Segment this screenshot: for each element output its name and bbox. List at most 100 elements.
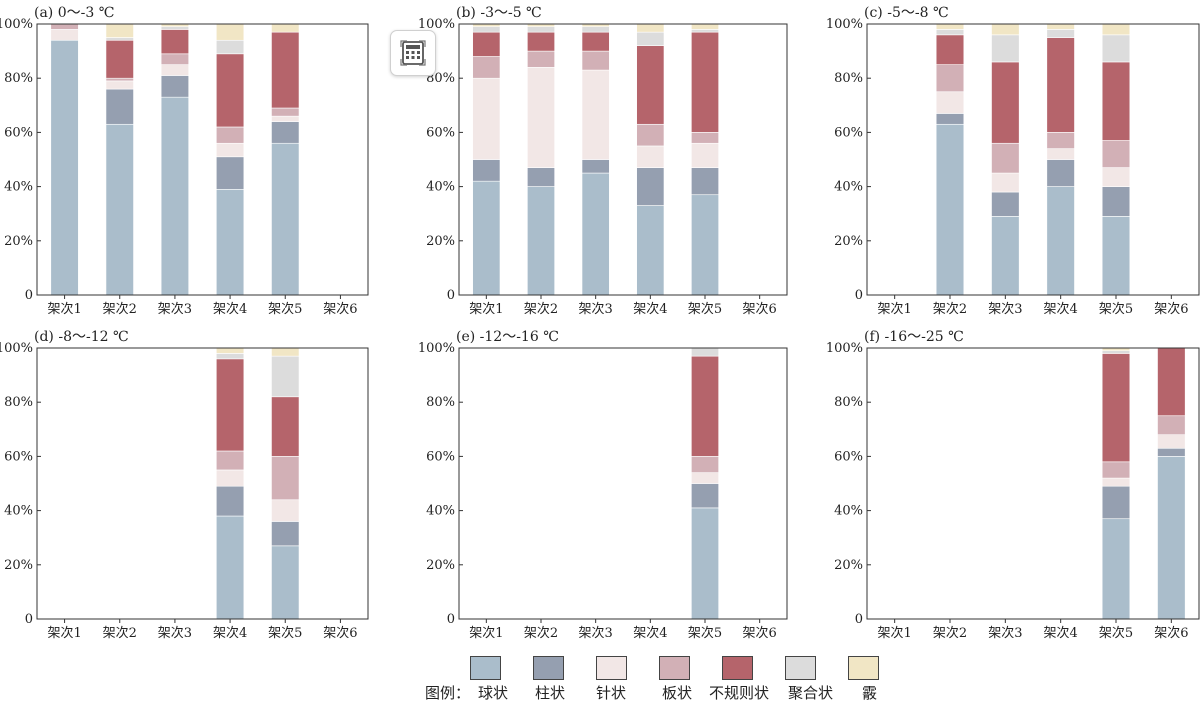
x-tick-label: 架次2 <box>524 301 558 317</box>
bar-segment <box>1046 29 1075 38</box>
bar-segment <box>271 521 300 547</box>
bar-segment <box>991 191 1020 217</box>
bar-segment <box>215 142 245 158</box>
bar-segment <box>935 64 965 93</box>
x-tick-label: 架次5 <box>1099 625 1133 641</box>
plot-frame <box>36 347 369 620</box>
bar-segment <box>160 96 190 296</box>
bar-segment <box>271 107 300 117</box>
y-tick-label: 0 <box>25 288 33 303</box>
bar-segment <box>215 126 245 144</box>
bar-segment <box>691 31 719 133</box>
bar-segment <box>636 23 665 33</box>
y-tick-label: 80% <box>834 395 863 410</box>
bar-segment <box>1101 61 1131 141</box>
bar-segment <box>1101 353 1131 463</box>
x-tick-label: 架次3 <box>158 301 192 317</box>
bar-segment <box>691 194 719 296</box>
bar-segment <box>581 31 610 52</box>
bar-segment <box>105 37 134 41</box>
y-tick-label: 0 <box>25 612 33 627</box>
bar-segment <box>991 61 1020 144</box>
x-tick-label: 架次1 <box>469 301 503 317</box>
bar-segment <box>105 123 134 296</box>
calculator-icon <box>400 40 426 66</box>
y-tick-label: 40% <box>426 504 455 519</box>
chart-panel-6: (f) -16～-25 ℃ 架次1 架次2 架次3 架次4 架次5 架次6 0 20% 40% 60… <box>826 329 1200 641</box>
bar-segment <box>271 115 300 122</box>
bar-segment <box>935 29 965 36</box>
plot-frame <box>458 23 788 296</box>
bar-segment <box>991 172 1020 193</box>
x-tick-label: 架次5 <box>1099 301 1133 317</box>
bar-segment <box>991 142 1020 174</box>
legend-swatch-不规则状 <box>722 656 753 680</box>
y-tick-label: 0 <box>855 288 863 303</box>
bar-segment <box>271 121 300 144</box>
chart-panel-5: (e) -12～-16 ℃ 架次1 架次2 架次3 架次4 架次5 架次6 0 20% 40% 60… <box>418 329 788 641</box>
legend-swatch-针状 <box>596 656 627 680</box>
bar-segment <box>581 69 610 160</box>
bar-segment <box>215 485 245 517</box>
x-tick-label: 架次6 <box>743 301 777 317</box>
x-tick-label: 架次4 <box>213 301 247 317</box>
bar-segment <box>691 23 719 30</box>
bar-segment <box>527 167 555 187</box>
bar-segment <box>691 355 719 457</box>
bar-segment <box>160 64 190 76</box>
bar-segment <box>50 39 79 296</box>
bar-segment <box>1101 186 1131 217</box>
x-tick-label: 架次2 <box>103 625 137 641</box>
bar-segment <box>691 29 719 33</box>
bar-segment <box>581 159 610 174</box>
x-tick-label: 架次1 <box>47 301 81 317</box>
bar-segment <box>527 50 555 68</box>
bar-segment <box>691 507 719 620</box>
y-tick-label: 60% <box>834 125 863 140</box>
chart-panel-1: (a) 0～-3 ℃ 架次1 架次2 架次3 架次4 架次5 架次6 0 20% 40% 60% 80… <box>0 5 369 317</box>
x-tick-label: 架次4 <box>213 625 247 641</box>
bar-segment <box>1046 132 1075 149</box>
y-tick-label: 80% <box>4 395 33 410</box>
bar-segment <box>1157 456 1186 620</box>
bar-segment <box>1101 461 1131 479</box>
x-tick-label: 架次3 <box>158 625 192 641</box>
y-tick-label: 20% <box>834 558 863 573</box>
y-tick-label: 40% <box>4 180 33 195</box>
bar-segment <box>215 347 245 354</box>
bar-segment <box>691 347 719 357</box>
bar-segment <box>527 26 555 33</box>
x-tick-label: 架次3 <box>579 625 613 641</box>
legend-swatch-球状 <box>470 656 501 680</box>
y-tick-label: 20% <box>834 234 863 249</box>
bar-segment <box>935 113 965 125</box>
y-tick-label: 20% <box>426 234 455 249</box>
x-tick-label: 架次4 <box>1044 625 1078 641</box>
y-tick-label: 100% <box>826 17 863 32</box>
y-tick-label: 80% <box>426 395 455 410</box>
bar-segment <box>1101 485 1131 520</box>
x-tick-label: 架次4 <box>633 625 667 641</box>
y-tick-label: 40% <box>426 180 455 195</box>
plot-frame <box>458 347 788 620</box>
bar-segment <box>215 358 245 452</box>
bar-segment <box>1157 447 1186 457</box>
bar-segment <box>105 23 134 38</box>
legend-label: 板状 <box>662 684 693 702</box>
x-tick-label: 架次1 <box>878 625 912 641</box>
bar-segment <box>935 91 965 114</box>
bar-segment <box>472 77 501 160</box>
panel-title: (d) -8～-12 ℃ <box>34 329 129 345</box>
plot-frame <box>866 23 1200 296</box>
y-tick-label: 100% <box>0 17 33 32</box>
y-tick-label: 80% <box>426 71 455 86</box>
calculator-button[interactable] <box>390 30 436 76</box>
bar-segment <box>472 26 501 33</box>
bar-segment <box>1101 167 1131 187</box>
bar-segment <box>1046 186 1075 296</box>
y-tick-label: 20% <box>426 558 455 573</box>
x-tick-label: 架次2 <box>524 625 558 641</box>
bar-segment <box>472 31 501 57</box>
bar-segment <box>215 39 245 55</box>
bar-segment <box>271 499 300 522</box>
